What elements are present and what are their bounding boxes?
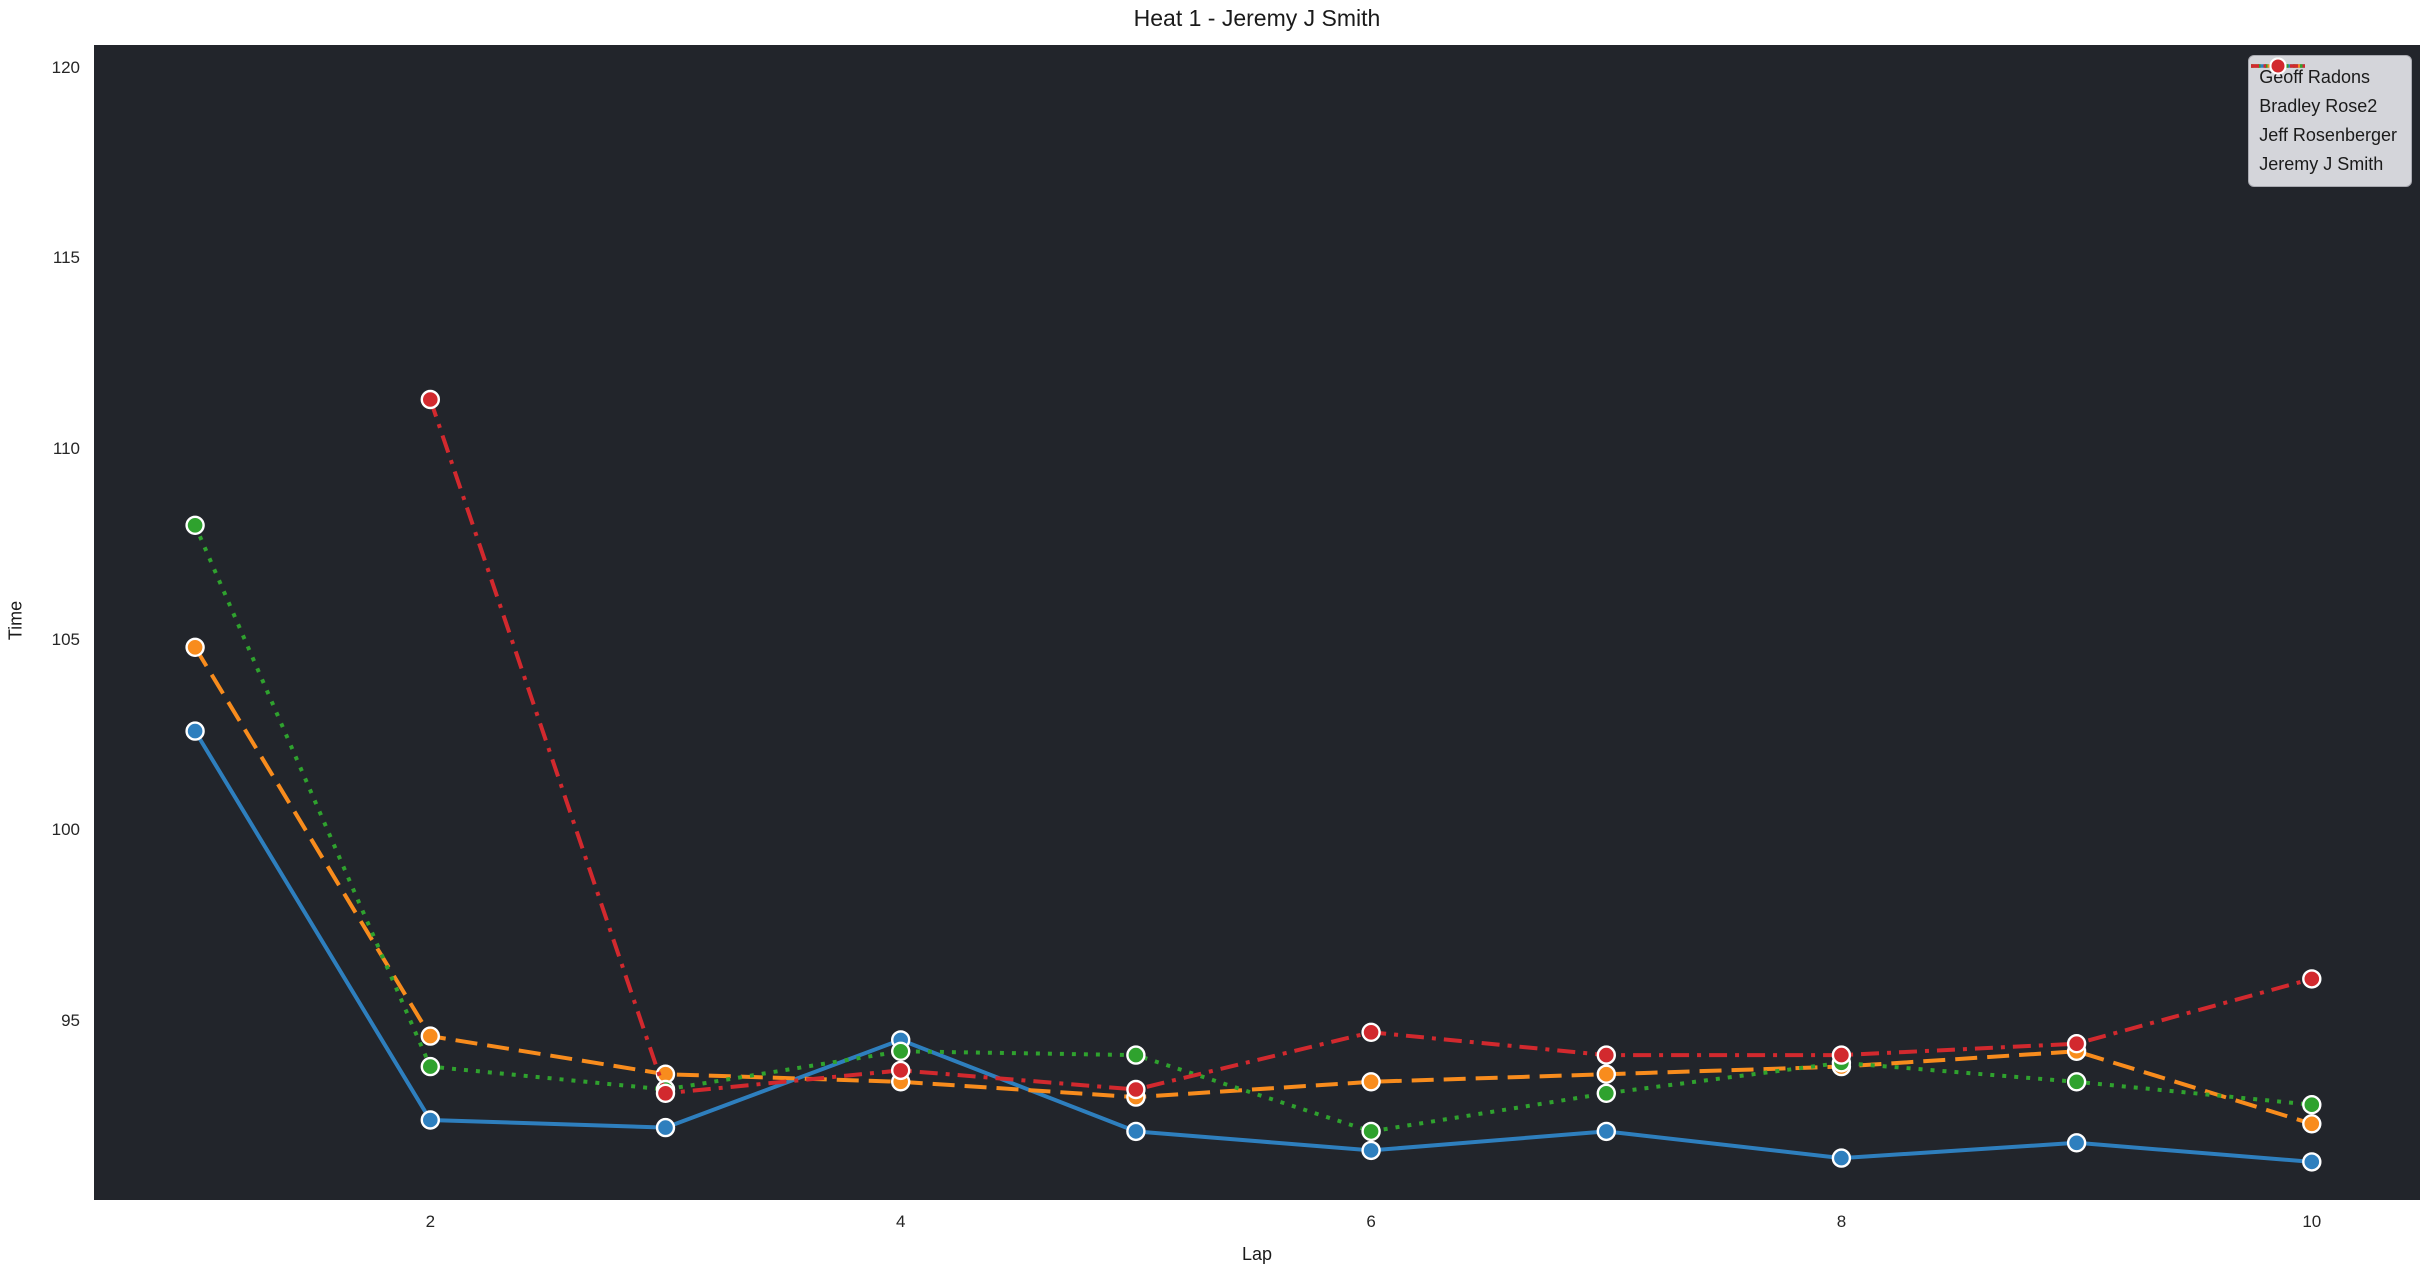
x-tick-label: 2	[425, 1212, 436, 1231]
data-point-marker	[1361, 1072, 1381, 1092]
plot-svg	[185, 389, 2322, 1172]
data-point-marker	[2302, 1114, 2322, 1134]
data-point-marker	[420, 1110, 440, 1130]
y-tick-label: 120	[51, 57, 80, 77]
data-point-marker	[185, 515, 205, 535]
data-point-marker	[1831, 1148, 1852, 1168]
series-line	[428, 398, 2313, 1096]
legend-item: Jeremy J Smith	[2251, 57, 2397, 179]
data-point-marker	[2302, 1094, 2322, 1115]
series-line	[193, 646, 2313, 1126]
series-line	[193, 524, 2312, 1134]
chart-title: Heat 1 - Jeremy J Smith	[1133, 5, 1381, 31]
data-point-marker	[891, 1041, 911, 1061]
data-point-marker	[2066, 1034, 2087, 1054]
data-point-marker	[2066, 1133, 2087, 1153]
x-axis-label: Lap	[1241, 1244, 1273, 1264]
y-tick-label: 110	[52, 439, 80, 459]
data-point-marker	[1361, 1140, 1381, 1161]
data-point-marker	[1361, 1022, 1381, 1042]
series-line	[193, 730, 2312, 1164]
data-point-marker	[1361, 1121, 1381, 1142]
legend-label: Jeff Rosenberger	[2259, 125, 2397, 145]
data-point-marker	[1831, 1045, 1852, 1065]
data-point-marker	[185, 637, 205, 657]
x-tick-label: 8	[1836, 1212, 1847, 1231]
data-point-marker	[420, 1026, 440, 1046]
legend-label: Bradley Rose2	[2259, 96, 2378, 116]
x-tick-label: 6	[1366, 1212, 1376, 1231]
plot-area: Geoff Radons Bradley Rose2 Jeff Rosenberge…	[94, 45, 2420, 1200]
x-tick-label: 4	[895, 1212, 906, 1231]
data-point-marker	[2302, 1152, 2322, 1172]
data-point-marker	[420, 389, 440, 410]
data-point-marker	[2302, 969, 2322, 989]
legend-label: Jeremy J Smith	[2259, 154, 2384, 174]
y-tick-label: 105	[51, 629, 80, 649]
legend-swatch-icon	[2251, 57, 2306, 75]
data-point-marker	[655, 1083, 676, 1104]
data-point-marker	[420, 1056, 440, 1077]
data-point-marker	[1126, 1079, 1146, 1100]
legend: Geoff Radons Bradley Rose2 Jeff Rosenberge…	[2248, 55, 2412, 187]
y-tick-label: 115	[52, 248, 80, 268]
data-point-marker	[1126, 1121, 1146, 1142]
data-point-marker	[185, 721, 205, 741]
y-tick-label: 100	[51, 820, 80, 840]
data-point-marker	[891, 1060, 911, 1081]
data-point-marker	[655, 1117, 676, 1138]
data-point-marker	[1596, 1064, 1617, 1084]
data-point-marker	[1596, 1045, 1617, 1065]
legend-item: Jeff Rosenberger	[2251, 57, 2397, 150]
data-point-marker	[2066, 1072, 2087, 1092]
legend-item: Bradley Rose2	[2251, 57, 2397, 121]
data-point-marker	[1596, 1083, 1617, 1104]
data-point-marker	[1126, 1045, 1146, 1065]
legend-label: Geoff Radons	[2259, 67, 2370, 87]
data-point-marker	[1596, 1121, 1617, 1142]
x-tick-label: 10	[2302, 1212, 2322, 1231]
y-tick-label: 95	[61, 1010, 80, 1030]
